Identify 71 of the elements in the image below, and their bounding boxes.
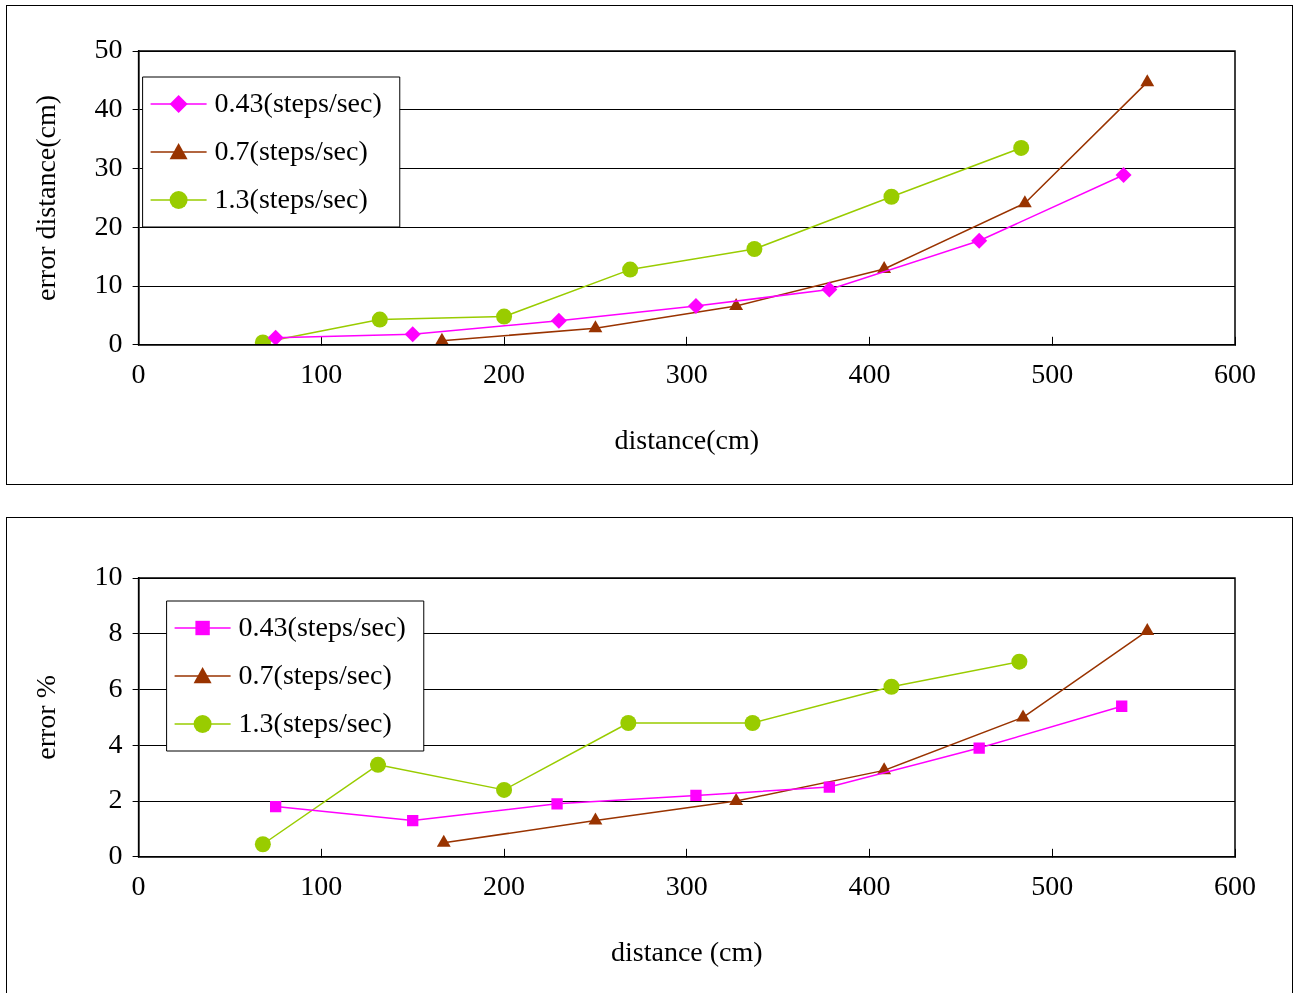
y-tick-label: 10: [94, 268, 123, 300]
point: [550, 312, 567, 329]
point: [1140, 622, 1155, 635]
y-tick-label: 4: [108, 727, 123, 759]
point: [254, 836, 271, 853]
point: [588, 812, 603, 825]
x-tick-label: 500: [1031, 357, 1074, 389]
x-tick-label: 600: [1214, 869, 1256, 901]
x-tick-label: 500: [1031, 869, 1074, 901]
point: [369, 756, 386, 773]
legend-label: 0.43(steps/sec): [238, 611, 406, 643]
point: [620, 714, 637, 731]
x-tick-label: 0: [131, 869, 146, 901]
y-tick-label: 0: [108, 839, 123, 871]
point: [551, 798, 563, 810]
y-tick-label: 10: [94, 560, 123, 592]
point: [729, 793, 744, 806]
x-tick-label: 0: [131, 357, 146, 389]
point: [821, 281, 838, 298]
point: [971, 232, 988, 249]
legend-label: 1.3(steps/sec): [214, 183, 368, 215]
y-tick-label: 30: [94, 150, 123, 182]
point: [1016, 709, 1030, 722]
point: [267, 329, 284, 345]
point: [1013, 139, 1030, 156]
point: [1011, 653, 1028, 670]
x-tick-label: 400: [848, 869, 891, 901]
legend-label: 1.3(steps/sec): [238, 707, 392, 739]
x-tick-label: 400: [848, 357, 891, 389]
point: [496, 781, 513, 798]
point: [883, 188, 900, 205]
x-tick-label: 100: [300, 357, 343, 389]
x-tick-label: 200: [483, 357, 526, 389]
x-axis-title: distance (cm): [611, 935, 763, 967]
y-tick-label: 6: [108, 671, 123, 703]
point: [496, 308, 513, 325]
y-tick-label: 40: [94, 92, 123, 124]
x-tick-label: 600: [1214, 357, 1256, 389]
x-tick-label: 100: [300, 869, 343, 901]
x-tick-label: 300: [665, 357, 708, 389]
x-tick-label: 200: [483, 869, 526, 901]
y-axis-title: error %: [30, 675, 62, 760]
point: [746, 241, 763, 258]
point: [371, 311, 388, 328]
point: [883, 678, 900, 695]
x-axis-title: distance(cm): [614, 423, 760, 455]
point: [588, 320, 603, 333]
y-tick-label: 2: [108, 783, 123, 815]
point: [823, 781, 835, 793]
x-tick-label: 300: [665, 869, 708, 901]
point: [1116, 700, 1128, 712]
point: [744, 714, 761, 731]
point: [687, 298, 704, 315]
point: [269, 800, 282, 813]
point: [1140, 74, 1155, 87]
y-tick-label: 20: [94, 209, 123, 241]
y-tick-label: 50: [94, 33, 123, 65]
legend-label: 0.7(steps/sec): [238, 659, 392, 691]
point: [404, 326, 421, 343]
point: [1017, 195, 1032, 208]
point: [973, 742, 985, 754]
legend-label: 0.43(steps/sec): [214, 87, 382, 119]
point: [690, 789, 702, 802]
y-tick-label: 0: [108, 327, 123, 359]
point: [1115, 166, 1132, 183]
legend-label: 0.7(steps/sec): [214, 135, 368, 167]
point: [729, 298, 744, 311]
y-tick-label: 8: [108, 616, 123, 648]
point: [622, 261, 639, 278]
point: [407, 814, 419, 827]
y-axis-title: error distance(cm): [30, 94, 62, 301]
